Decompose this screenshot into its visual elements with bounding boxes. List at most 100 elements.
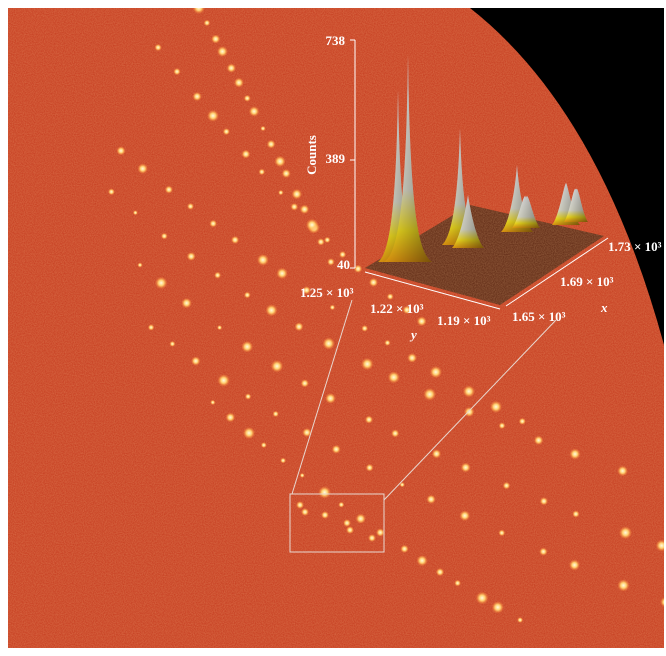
spot — [417, 316, 427, 326]
spot — [292, 189, 303, 200]
spot — [517, 617, 523, 623]
spot — [249, 106, 260, 117]
x-tick-label: 1.73 × 10³ — [608, 239, 662, 254]
spot — [276, 268, 288, 280]
spot — [499, 422, 506, 429]
spot — [338, 502, 344, 508]
spot — [459, 510, 470, 521]
spot — [267, 140, 276, 149]
spot — [155, 277, 167, 289]
spot — [436, 568, 444, 576]
spot — [210, 400, 215, 405]
spot — [343, 519, 351, 527]
spot — [361, 358, 373, 370]
z-axis-label: Counts — [304, 135, 319, 175]
spot — [241, 341, 253, 353]
spot — [503, 482, 511, 490]
spot — [226, 413, 236, 423]
spot — [280, 458, 286, 464]
spot — [234, 78, 244, 88]
x-axis-label: x — [600, 300, 608, 315]
spot — [569, 448, 580, 459]
spot — [161, 233, 168, 240]
page: 738 389 40 Counts 1.25 × 10³ 1.22 × 10³ … — [0, 0, 666, 656]
spot — [187, 203, 194, 210]
spot — [426, 495, 435, 504]
spot — [290, 203, 298, 211]
spot — [273, 411, 279, 417]
spot — [204, 20, 211, 27]
spot — [137, 262, 142, 267]
spot — [376, 528, 385, 537]
spot — [365, 416, 373, 424]
spot — [300, 205, 310, 215]
spot — [366, 464, 374, 472]
spot — [569, 559, 580, 570]
spot — [192, 92, 201, 101]
spot — [241, 150, 250, 159]
spot — [214, 272, 221, 279]
spot — [244, 95, 251, 102]
spot — [261, 442, 267, 448]
spot — [461, 463, 471, 473]
spot — [301, 508, 309, 516]
spot — [278, 190, 283, 195]
spot — [317, 238, 325, 246]
spot — [133, 210, 138, 215]
spot — [492, 601, 504, 613]
spot — [301, 379, 309, 387]
spot — [274, 156, 285, 167]
spot — [231, 236, 239, 244]
spot — [271, 360, 284, 373]
spot — [617, 466, 628, 477]
spot — [490, 401, 502, 413]
spot — [191, 356, 200, 365]
y-axis-label: y — [409, 327, 417, 342]
spot — [181, 298, 192, 309]
spot — [116, 146, 125, 155]
spot — [400, 545, 408, 553]
detector-image — [8, 2, 666, 648]
y-tick-label: 1.22 × 10³ — [370, 301, 424, 316]
spot — [572, 510, 579, 517]
spot — [519, 418, 526, 425]
spot — [245, 393, 251, 399]
z-tick-label: 40 — [337, 257, 350, 272]
spot — [430, 366, 442, 378]
y-tick-label: 1.19 × 10³ — [437, 313, 491, 328]
spot — [227, 63, 236, 72]
spot — [300, 473, 305, 478]
spot — [323, 337, 335, 349]
spot — [259, 169, 266, 176]
spot — [244, 292, 251, 299]
spot — [384, 340, 390, 346]
spot — [173, 68, 180, 75]
spot — [282, 169, 291, 178]
spot — [539, 547, 547, 555]
spot — [193, 2, 205, 14]
spot — [324, 237, 330, 243]
spot — [211, 34, 220, 43]
spot — [332, 445, 341, 454]
spot — [417, 555, 428, 566]
spot — [260, 126, 265, 131]
spot — [296, 501, 304, 509]
spot — [217, 374, 230, 387]
figure: 738 389 40 Counts 1.25 × 10³ 1.22 × 10³ … — [0, 0, 666, 656]
spot — [619, 526, 632, 539]
spot — [187, 252, 196, 261]
spot — [154, 44, 161, 51]
spot — [209, 220, 217, 228]
spot — [361, 325, 368, 332]
spot — [321, 511, 329, 519]
spot — [243, 427, 255, 439]
spot — [223, 128, 230, 135]
spot — [346, 526, 354, 534]
spot — [325, 393, 336, 404]
spot — [137, 163, 148, 174]
spot — [165, 186, 173, 194]
spot — [327, 258, 335, 266]
x-tick-label: 1.65 × 10³ — [512, 309, 566, 324]
spot — [148, 324, 155, 331]
spot — [217, 46, 228, 57]
